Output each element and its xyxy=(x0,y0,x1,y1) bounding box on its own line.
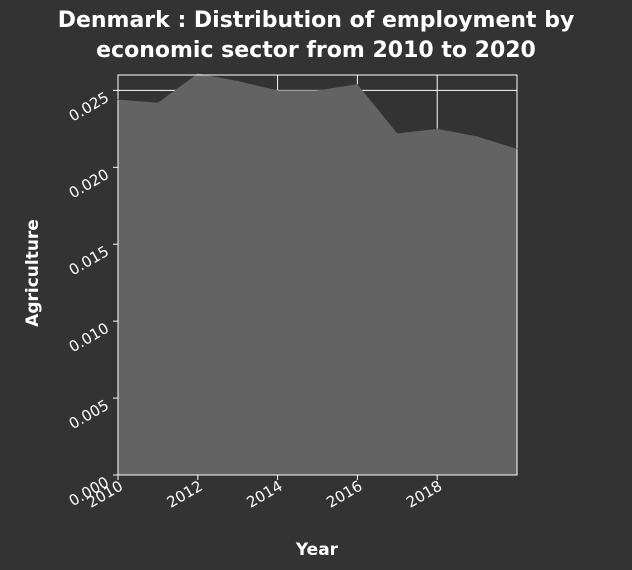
area-data-point xyxy=(157,102,159,104)
x-tick-label: 2012 xyxy=(164,477,206,512)
x-axis-title: Year xyxy=(295,540,339,560)
y-axis-title: Agriculture xyxy=(23,219,43,327)
area-data-point xyxy=(277,89,279,91)
chart-title: Denmark : Distribution of employment by … xyxy=(0,6,632,66)
chart-title-line-2: economic sector from 2010 to 2020 xyxy=(96,38,536,63)
x-tick-label: 2016 xyxy=(323,477,365,512)
x-tick-label: 2018 xyxy=(403,477,445,512)
area-data-point xyxy=(197,72,199,74)
area-data-point xyxy=(117,99,119,101)
plot-frame xyxy=(117,74,518,476)
x-tick-label: 2014 xyxy=(244,477,286,512)
area-data-point xyxy=(396,132,398,134)
y-tick-label: 0.015 xyxy=(66,242,112,279)
area-data-point xyxy=(476,136,478,138)
y-tick-label: 0.020 xyxy=(66,165,112,202)
area-data-point xyxy=(237,80,239,82)
chart-title-line-1: Denmark : Distribution of employment by xyxy=(57,8,575,33)
area-data-point xyxy=(436,128,438,130)
y-tick-label: 0.010 xyxy=(66,319,112,356)
area-data-point xyxy=(356,83,358,85)
agriculture-area xyxy=(118,73,517,475)
area-data-point xyxy=(317,89,318,91)
area-data-point xyxy=(516,148,518,150)
y-tick-label: 0.025 xyxy=(66,88,112,125)
y-tick-label: 0.005 xyxy=(66,396,112,433)
